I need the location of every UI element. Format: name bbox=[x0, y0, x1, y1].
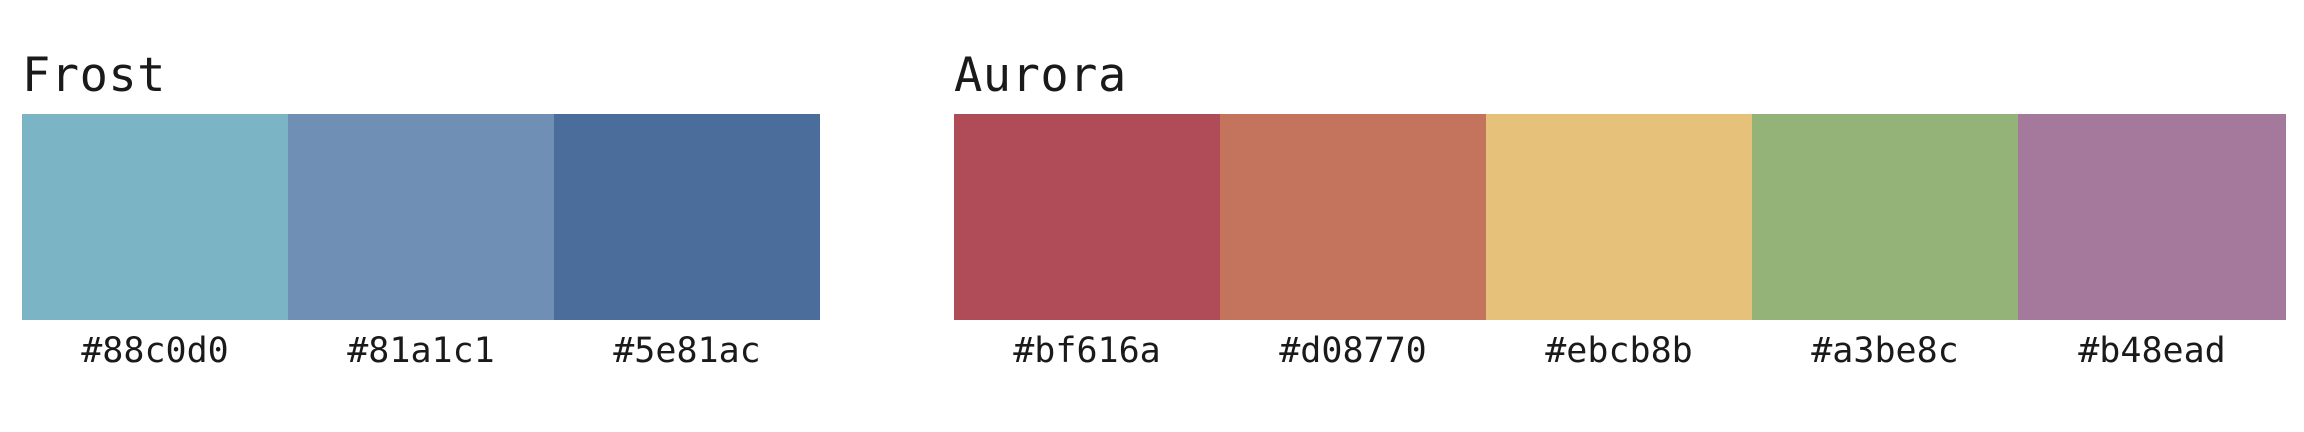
frost-hex-label: #88c0d0 bbox=[81, 331, 229, 371]
aurora-color-block bbox=[954, 114, 1220, 320]
aurora-swatch: #bf616a bbox=[954, 114, 1220, 372]
frost-swatch: #88c0d0 bbox=[22, 114, 288, 372]
frost-swatch: #81a1c1 bbox=[288, 114, 554, 372]
frost-hex-label: #81a1c1 bbox=[347, 331, 495, 371]
aurora-swatch: #ebcb8b bbox=[1486, 114, 1752, 372]
frost-hex-label: #5e81ac bbox=[613, 331, 761, 371]
aurora-hex-label: #ebcb8b bbox=[1545, 331, 1693, 371]
frost-swatch: #5e81ac bbox=[554, 114, 820, 372]
frost-palette: Frost #88c0d0 #81a1c1 #5e81ac bbox=[22, 52, 820, 372]
aurora-swatch: #b48ead bbox=[2018, 114, 2286, 372]
aurora-swatch: #a3be8c bbox=[1752, 114, 2018, 372]
aurora-palette: Aurora #bf616a #d08770 #ebcb8b #a3be8c #… bbox=[954, 52, 2286, 372]
aurora-hex-label: #d08770 bbox=[1279, 331, 1427, 371]
aurora-swatch: #d08770 bbox=[1220, 114, 1486, 372]
frost-color-block bbox=[22, 114, 288, 320]
aurora-color-block bbox=[1752, 114, 2018, 320]
aurora-swatch-row: #bf616a #d08770 #ebcb8b #a3be8c #b48ead bbox=[954, 114, 2286, 372]
frost-swatch-row: #88c0d0 #81a1c1 #5e81ac bbox=[22, 114, 820, 372]
aurora-hex-label: #bf616a bbox=[1013, 331, 1161, 371]
aurora-title: Aurora bbox=[954, 48, 1127, 103]
aurora-color-block bbox=[2018, 114, 2286, 320]
frost-color-block bbox=[554, 114, 820, 320]
aurora-hex-label: #b48ead bbox=[2078, 331, 2226, 371]
frost-title: Frost bbox=[22, 48, 166, 103]
aurora-hex-label: #a3be8c bbox=[1811, 331, 1959, 371]
aurora-color-block bbox=[1486, 114, 1752, 320]
frost-color-block bbox=[288, 114, 554, 320]
aurora-color-block bbox=[1220, 114, 1486, 320]
